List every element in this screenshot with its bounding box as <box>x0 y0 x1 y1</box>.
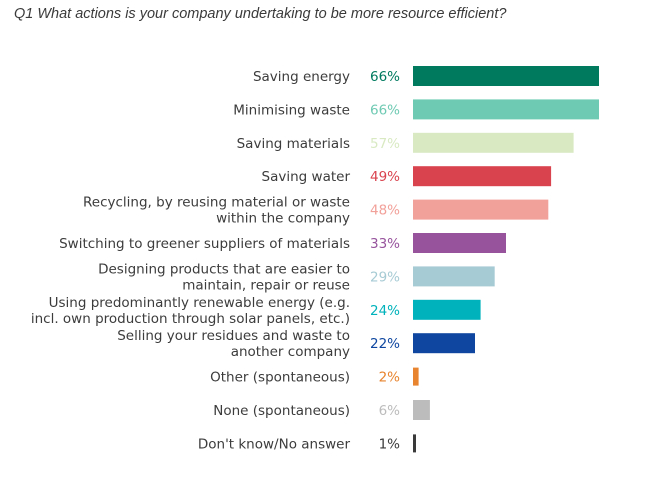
bar <box>413 99 599 120</box>
value-label: 57% <box>370 136 400 152</box>
category-label: Saving materials <box>237 136 350 152</box>
bar <box>413 233 506 253</box>
value-label: 6% <box>379 403 401 419</box>
bar <box>413 367 419 386</box>
value-label: 49% <box>370 169 400 185</box>
category-label-line: another company <box>231 344 350 360</box>
value-label: 1% <box>379 436 401 452</box>
category-label-line: Saving materials <box>237 136 350 152</box>
bar <box>413 132 574 153</box>
category-label: None (spontaneous) <box>213 403 350 419</box>
category-label-line: within the company <box>216 211 350 227</box>
value-label: 66% <box>370 102 400 118</box>
category-label-line: maintain, repair or reuse <box>182 277 350 293</box>
bar <box>413 199 549 220</box>
category-label-line: incl. own production through solar panel… <box>31 311 350 327</box>
category-label: Switching to greener suppliers of materi… <box>59 236 350 252</box>
category-label-line: Selling your residues and waste to <box>117 328 350 344</box>
category-label-line: Minimising waste <box>233 102 350 118</box>
value-label: 22% <box>370 336 400 352</box>
value-label: 29% <box>370 269 400 285</box>
category-label: Designing products that are easier to mai… <box>98 261 350 293</box>
category-label: Saving energy <box>253 69 350 85</box>
category-label-line: Using predominantly renewable energy (e.… <box>49 295 350 311</box>
category-label: Minimising waste <box>233 102 350 118</box>
bar <box>413 66 599 86</box>
chart-title: Q1 What actions is your company undertak… <box>14 6 507 22</box>
category-label: Saving water <box>262 169 351 185</box>
value-label: 2% <box>379 370 401 386</box>
value-label: 33% <box>370 236 400 252</box>
bar <box>413 299 481 320</box>
category-label: Selling your residues and waste to anothe… <box>117 328 350 360</box>
category-label-line: None (spontaneous) <box>213 403 350 419</box>
category-label-line: Designing products that are easier to <box>98 261 350 277</box>
category-label-line: Saving energy <box>253 69 350 85</box>
category-label-line: Don't know/No answer <box>198 436 351 452</box>
category-label-line: Switching to greener suppliers of materi… <box>59 236 350 252</box>
category-label-line: Recycling, by reusing material or waste <box>83 195 350 211</box>
category-label: Don't know/No answer <box>198 436 351 452</box>
value-label: 66% <box>370 69 400 85</box>
category-label: Using predominantly renewable energy (e.… <box>31 295 350 327</box>
category-label-line: Other (spontaneous) <box>210 370 350 386</box>
bar <box>413 166 552 187</box>
bar <box>413 400 430 420</box>
bar <box>413 333 475 354</box>
category-label: Other (spontaneous) <box>210 370 350 386</box>
category-label: Recycling, by reusing material or waste w… <box>83 195 350 227</box>
bar <box>413 266 495 287</box>
bar <box>413 434 416 453</box>
category-label-line: Saving water <box>262 169 351 185</box>
value-label: 24% <box>370 303 400 319</box>
value-label: 48% <box>370 203 400 219</box>
